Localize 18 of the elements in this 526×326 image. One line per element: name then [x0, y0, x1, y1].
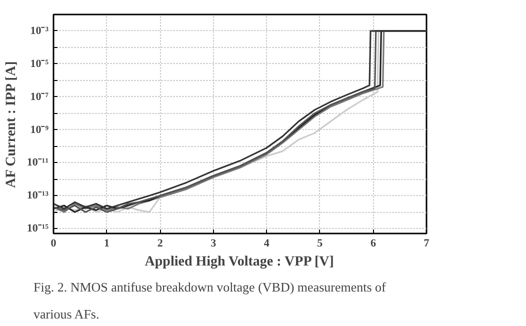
x-tick-label: 6	[370, 238, 376, 250]
x-tick-label: 7	[424, 238, 430, 250]
y-tick-label: 10⁻⁷	[30, 90, 50, 103]
y-tick-label: 10⁻³	[30, 24, 50, 37]
x-tick-label: 0	[50, 238, 57, 250]
x-tick-label: 3	[210, 238, 217, 250]
x-tick-label: 1	[104, 238, 110, 250]
x-tick-label: 5	[317, 238, 324, 250]
x-tick-label: 2	[157, 238, 164, 250]
y-tick-label: 10⁻⁹	[30, 124, 50, 136]
y-tick-label: 10⁻¹³	[26, 190, 50, 202]
y-tick-label: 10⁻¹¹	[26, 156, 49, 169]
caption: Fig. 2. NMOS antifuse breakdown voltage (VBD) measurements of various AFs.	[34, 280, 387, 322]
y-axis-title: AF Current : IPP [A]	[4, 61, 19, 188]
x-tick-label: 4	[264, 238, 270, 250]
y-tick-label: 10⁻⁵	[30, 58, 50, 70]
y-tick-label: 10⁻¹⁵	[26, 222, 50, 235]
x-axis-title: Applied High Voltage : VPP [V]	[144, 254, 334, 270]
